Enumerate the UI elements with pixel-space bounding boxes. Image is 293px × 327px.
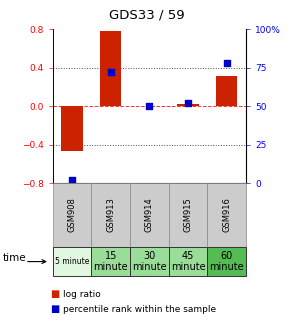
Point — [108, 70, 113, 75]
Text: log ratio: log ratio — [63, 290, 101, 299]
Text: GSM914: GSM914 — [145, 198, 154, 232]
Bar — [62, 106, 83, 151]
Text: ■: ■ — [50, 304, 59, 314]
Text: GDS33 / 59: GDS33 / 59 — [109, 8, 184, 21]
Text: 45
minute: 45 minute — [171, 251, 205, 272]
Text: 30
minute: 30 minute — [132, 251, 167, 272]
Text: GSM913: GSM913 — [106, 198, 115, 232]
Text: GSM916: GSM916 — [222, 198, 231, 232]
Point — [70, 178, 74, 183]
Bar — [178, 104, 199, 106]
Text: 15
minute: 15 minute — [93, 251, 128, 272]
Text: percentile rank within the sample: percentile rank within the sample — [63, 304, 216, 314]
Point — [224, 60, 229, 66]
Text: 5 minute: 5 minute — [55, 257, 89, 266]
Bar — [216, 76, 237, 106]
Point — [147, 104, 152, 109]
Text: 60
minute: 60 minute — [209, 251, 244, 272]
Text: GSM908: GSM908 — [68, 198, 76, 232]
Bar — [100, 31, 121, 106]
Point — [186, 101, 190, 106]
Text: GSM915: GSM915 — [184, 198, 193, 232]
Text: ■: ■ — [50, 289, 59, 299]
Text: time: time — [3, 253, 27, 263]
